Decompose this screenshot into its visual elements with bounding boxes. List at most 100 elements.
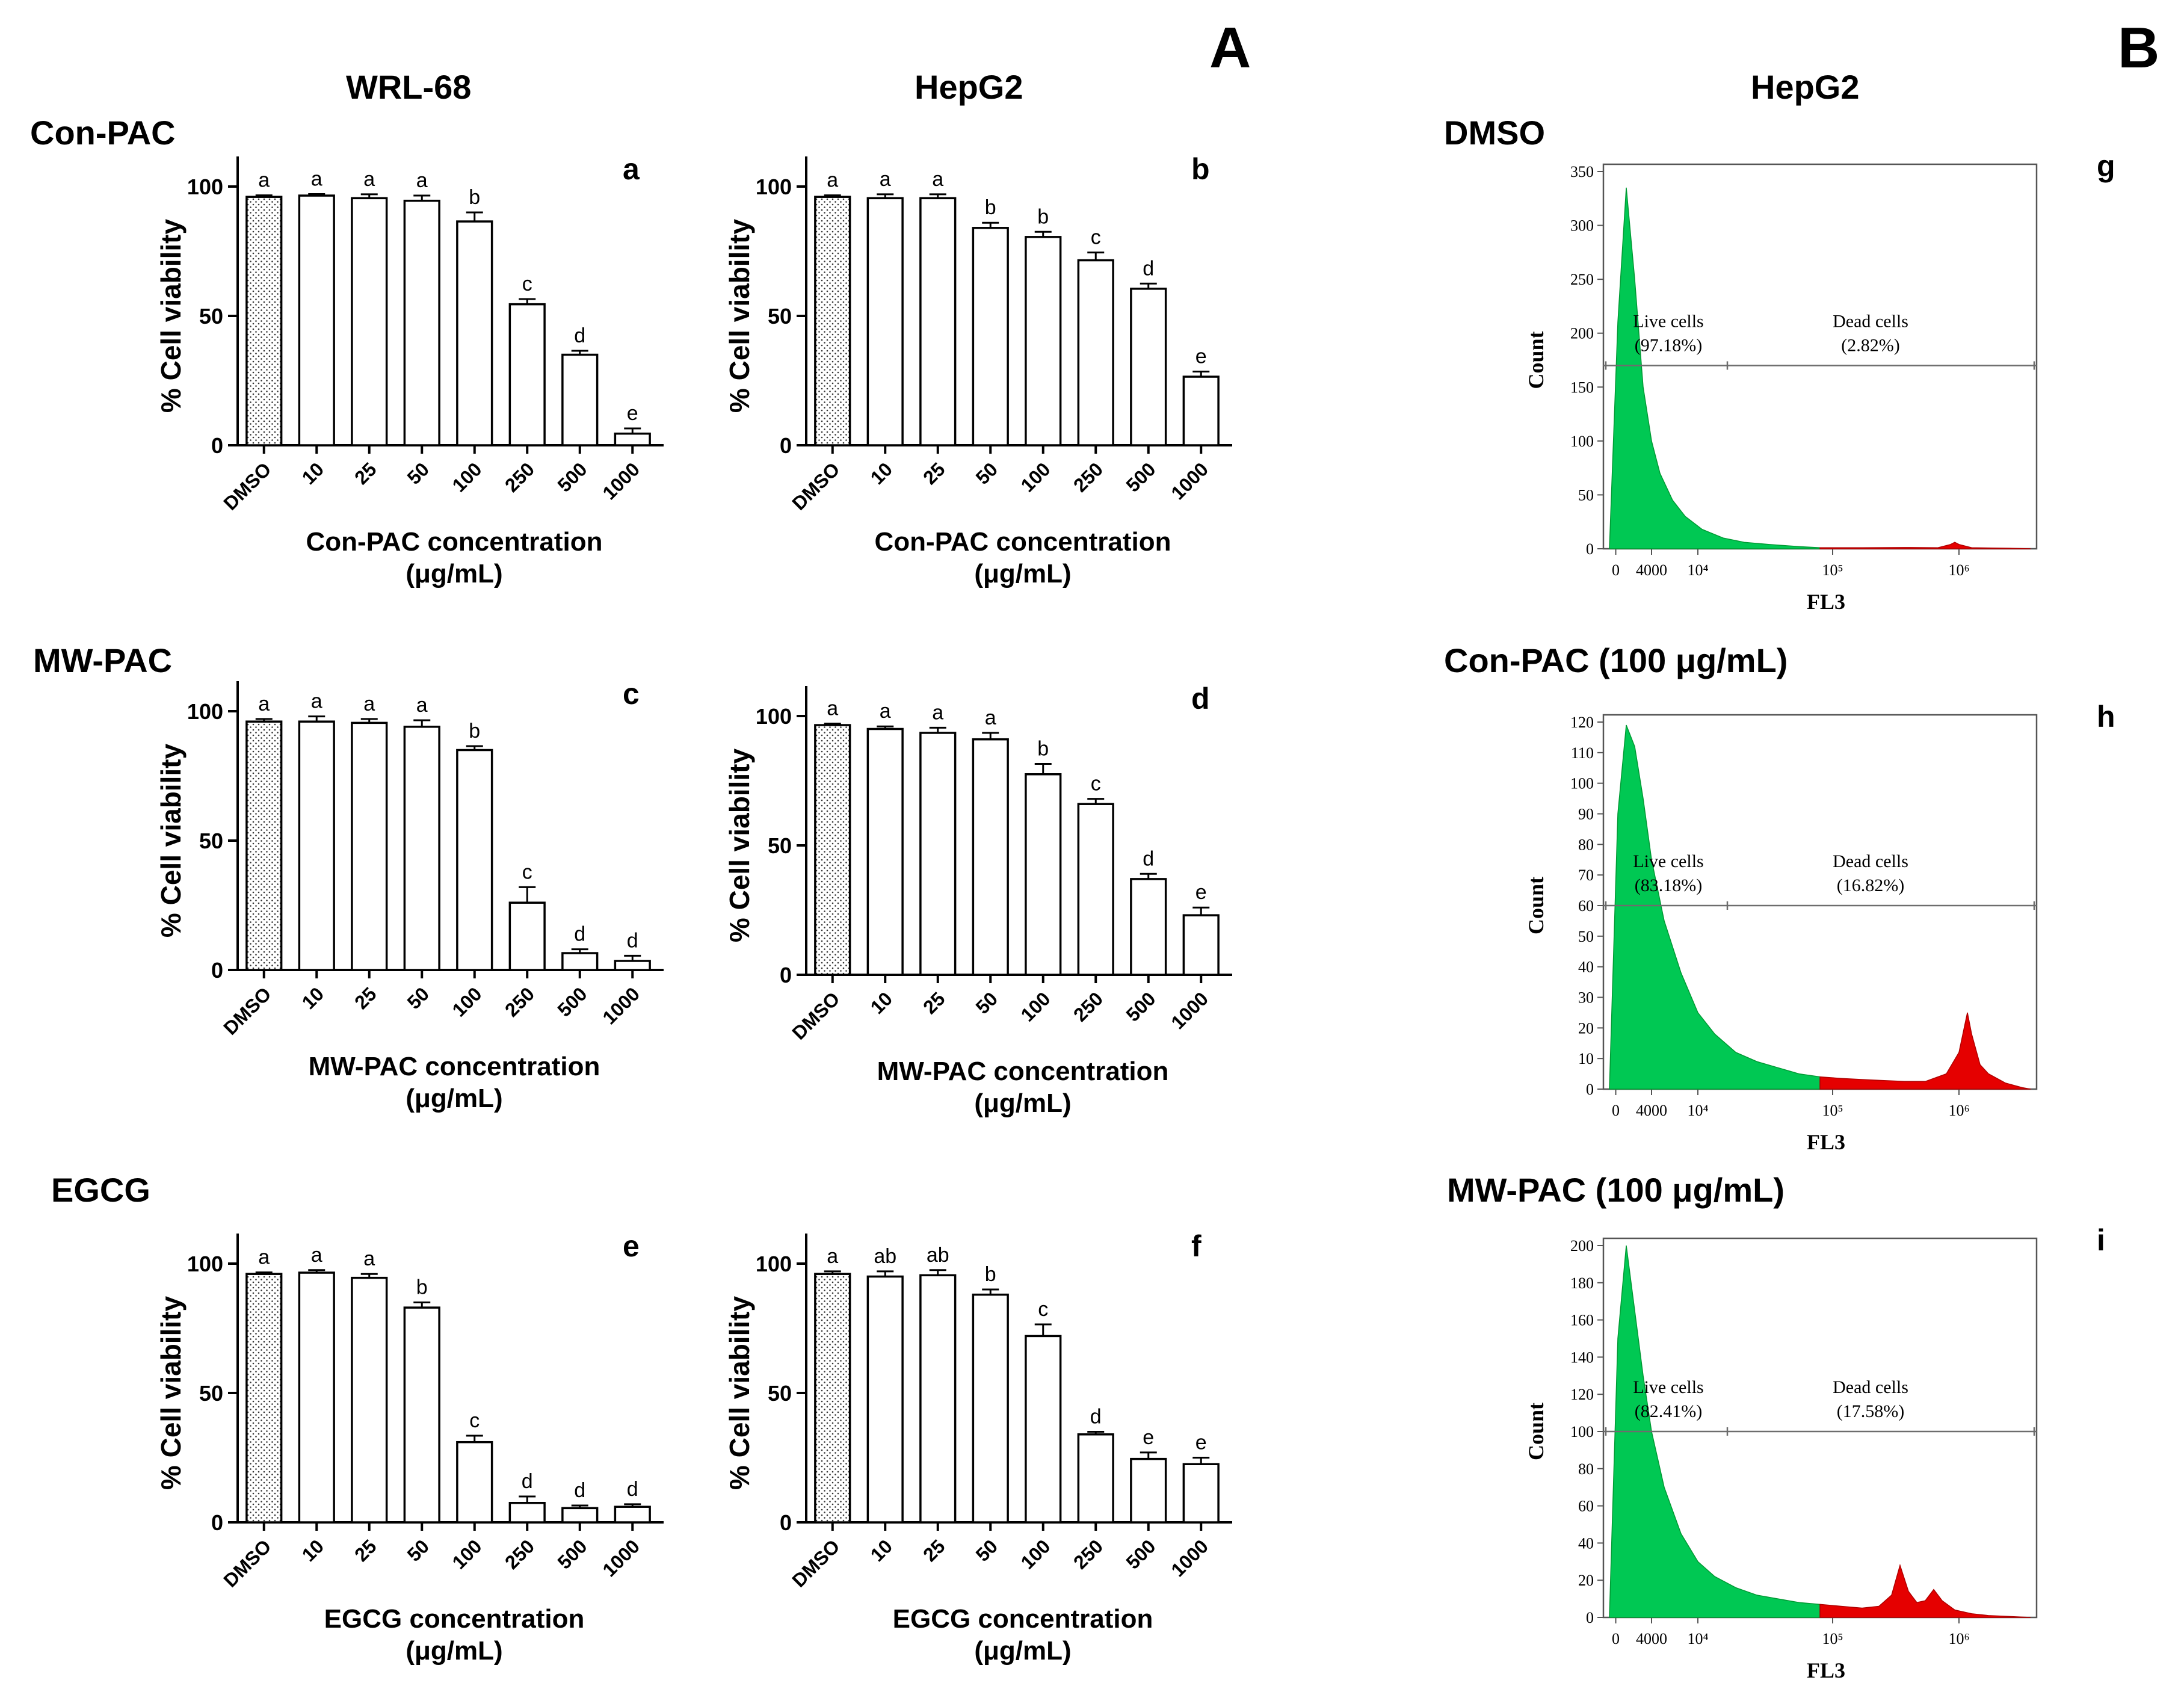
panel-a-x-label: Con-PAC concentration (306, 527, 603, 557)
panel-h-x-tick-label: 10⁵ (1822, 1102, 1843, 1119)
panel-b-y-tick-label: 0 (780, 433, 792, 458)
panel-g-letter: g (2097, 149, 2115, 183)
panel-h-x-tick-label: 0 (1612, 1102, 1620, 1119)
panel-h-y-tick-label: 110 (1571, 744, 1594, 762)
panel-f-x-unit: (μg/mL) (974, 1636, 1071, 1666)
panel-b-sig-250: c (1091, 226, 1101, 249)
panel-a-y-tick-label: 0 (211, 433, 223, 458)
panel-i-y-tick-label: 60 (1578, 1498, 1594, 1515)
panel-d-x-tick-label: 1000 (1167, 987, 1212, 1033)
panel-d-x-unit: (μg/mL) (974, 1089, 1071, 1118)
panel-a-x-tick-label: 250 (501, 458, 538, 496)
panel-a-x-tick-label: DMSO (219, 458, 275, 514)
panel-d-y-tick-label: 50 (768, 833, 792, 858)
panel-b-sig-50: b (985, 196, 996, 219)
panel-b-x-tick-label: 100 (1016, 458, 1054, 496)
panel-i-y-tick-label: 0 (1586, 1609, 1594, 1626)
panel-d-y-tick-label: 100 (756, 704, 792, 729)
panel-a-letter: a (623, 152, 640, 186)
panel-f-x-tick-label: 1000 (1167, 1535, 1212, 1581)
panel-c-x-tick-label: 10 (298, 983, 329, 1013)
panel-c-bar-250 (508, 901, 546, 971)
panel-d-x-tick-label: 25 (919, 987, 949, 1018)
panel-h-y-tick-label: 100 (1570, 775, 1594, 792)
panel-e-x-tick-label: 50 (403, 1535, 434, 1566)
panel-c-sig-250: c (522, 860, 532, 883)
panel-g-y-tick-label: 100 (1570, 433, 1594, 450)
panel-e-y-label: % Cell viability (155, 1296, 187, 1490)
panel-a-bar-1000 (614, 432, 651, 446)
panel-c-y-label: % Cell viability (155, 744, 187, 938)
panel-f-sig-50: b (985, 1263, 996, 1286)
panel-c-sig-50: a (416, 694, 428, 717)
panel-b-bar-500 (1130, 288, 1167, 446)
panel-i-y-tick-label: 120 (1570, 1386, 1594, 1403)
panel-b-y-label: % Cell viability (724, 219, 755, 413)
panel-c-x-label: MW-PAC concentration (309, 1052, 600, 1081)
panel-a-x-tick-label: 10 (298, 458, 329, 489)
panel-i-x-tick-label: 4000 (1636, 1630, 1667, 1647)
panel-b-letter: b (1191, 152, 1210, 186)
panel-a-x-unit: (μg/mL) (406, 559, 502, 588)
panel-f-sig-DMSO: a (827, 1245, 838, 1268)
panel-c-sig-DMSO: a (258, 693, 270, 715)
panel-b-y-tick-label: 100 (756, 174, 792, 199)
panel-g-dead-area (1819, 542, 2031, 549)
row-title-con-pac-100: Con-PAC (100 μg/mL) (1444, 641, 1788, 679)
panel-b-x-tick-label: 25 (919, 458, 949, 489)
panel-f-x-tick-label: DMSO (788, 1535, 844, 1591)
panel-b-bar-50 (972, 227, 1009, 446)
column-title-hepg2-b: HepG2 (1751, 68, 1860, 106)
panel-i-y-tick-label: 200 (1570, 1237, 1594, 1255)
panel-g-y-tick-label: 250 (1570, 271, 1594, 288)
panel-f-sig-250: d (1090, 1406, 1102, 1428)
panel-h-y-tick-label: 120 (1570, 714, 1594, 731)
column-title-hepg2-a: HepG2 (915, 68, 1023, 106)
panel-c-y-tick-label: 50 (199, 829, 223, 853)
row-title-dmso: DMSO (1444, 114, 1545, 152)
panel-f-y-tick-label: 100 (756, 1252, 792, 1276)
panel-i-letter: i (2097, 1223, 2105, 1257)
panel-g-x-tick-label: 4000 (1636, 561, 1667, 579)
panel-f-y-label: % Cell viability (724, 1296, 755, 1490)
panel-a-sig-DMSO: a (258, 169, 270, 192)
panel-c-x-tick-label: 50 (403, 983, 434, 1013)
panel-h-y-tick-label: 0 (1586, 1081, 1594, 1098)
panel-e-sig-500: d (574, 1479, 585, 1502)
panel-a-x-tick-label: 100 (448, 458, 486, 496)
panel-g-dead-label: Dead cells (1833, 311, 1908, 331)
panel-e-x-tick-label: 500 (553, 1535, 591, 1573)
panel-e-letter: e (623, 1229, 640, 1263)
panel-h-y-label: Count (1524, 877, 1548, 934)
panel-e-x-unit: (μg/mL) (406, 1636, 502, 1666)
panel-e-x-tick-label: 100 (448, 1535, 486, 1573)
panel-a-x-tick-label: 500 (553, 458, 591, 496)
panel-a-x-tick-label: 50 (403, 458, 434, 489)
panel-a-bar-25 (351, 197, 388, 446)
panel-e-bar-1000 (614, 1505, 651, 1524)
panel-b-bar-10 (866, 197, 904, 446)
panel-i-x-tick-label: 0 (1612, 1630, 1620, 1647)
panel-c-y-tick-label: 100 (187, 699, 223, 724)
row-title-mw-pac-100: MW-PAC (100 μg/mL) (1447, 1171, 1785, 1209)
panel-b-x-tick-label: DMSO (788, 458, 844, 514)
panel-b-bar-250 (1077, 259, 1114, 446)
panel-i-x-label: FL3 (1807, 1658, 1845, 1682)
panel-g-y-tick-label: 300 (1570, 217, 1594, 235)
panel-f-sig-25: ab (927, 1244, 949, 1267)
panel-d-sig-50: a (985, 706, 996, 729)
panel-e-x-tick-label: 250 (501, 1535, 538, 1573)
panel-a-bar-500 (561, 353, 599, 446)
panel-h-live-label: Live cells (1633, 851, 1703, 871)
panel-h-letter: h (2097, 700, 2115, 733)
panel-f-bar-250 (1077, 1433, 1114, 1524)
panel-c-x-tick-label: 500 (553, 983, 591, 1021)
panel-a-bar-250 (508, 303, 546, 446)
panel-e-bar-DMSO (245, 1273, 283, 1524)
panel-h-y-tick-label: 60 (1578, 897, 1594, 915)
panel-i-y-tick-label: 100 (1570, 1423, 1594, 1441)
panel-a-sig-10: a (311, 167, 322, 190)
panel-g-y-tick-label: 50 (1578, 486, 1594, 504)
panel-i-dead-percent: (17.58%) (1837, 1401, 1904, 1421)
panel-f-sig-1000: e (1195, 1431, 1207, 1454)
